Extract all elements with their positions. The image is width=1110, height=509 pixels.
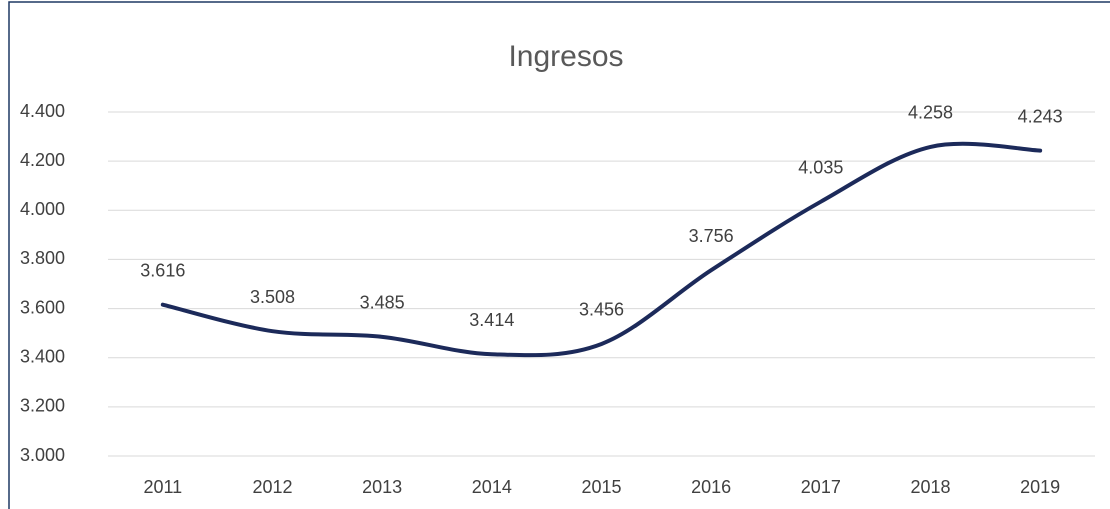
x-tick-label: 2019 (1020, 477, 1060, 497)
data-label: 4.035 (798, 157, 843, 177)
x-tick-label: 2016 (691, 477, 731, 497)
y-tick-label: 3.200 (20, 396, 65, 416)
chart-title: Ingresos (508, 40, 623, 73)
y-tick-label: 4.400 (20, 101, 65, 121)
y-tick-label: 3.800 (20, 248, 65, 268)
x-tick-label: 2011 (143, 477, 182, 497)
data-label: 3.616 (140, 260, 185, 280)
chart-border (8, 1, 1110, 509)
y-tick-label: 3.600 (20, 297, 65, 317)
x-tick-label: 2012 (252, 477, 292, 497)
line (160, 141, 1043, 358)
data-label: 3.485 (360, 293, 405, 313)
x-tick-label: 2015 (581, 477, 621, 497)
data-label: 4.258 (908, 103, 953, 123)
data-label: 3.756 (689, 226, 734, 246)
x-tick-label: 2017 (801, 477, 841, 497)
y-tick-label: 3.400 (20, 346, 65, 366)
data-label: 3.414 (469, 310, 514, 330)
x-tick-label: 2014 (472, 477, 512, 497)
data-label: 4.243 (1018, 106, 1063, 126)
y-tick-label: 3.000 (20, 445, 65, 465)
data-label: 3.456 (579, 300, 624, 320)
x-tick-label: 2013 (362, 477, 402, 497)
data-label: 3.508 (250, 287, 295, 307)
y-tick-label: 4.200 (20, 150, 65, 170)
y-tick-label: 4.000 (20, 199, 65, 219)
x-tick-label: 2018 (910, 477, 950, 497)
